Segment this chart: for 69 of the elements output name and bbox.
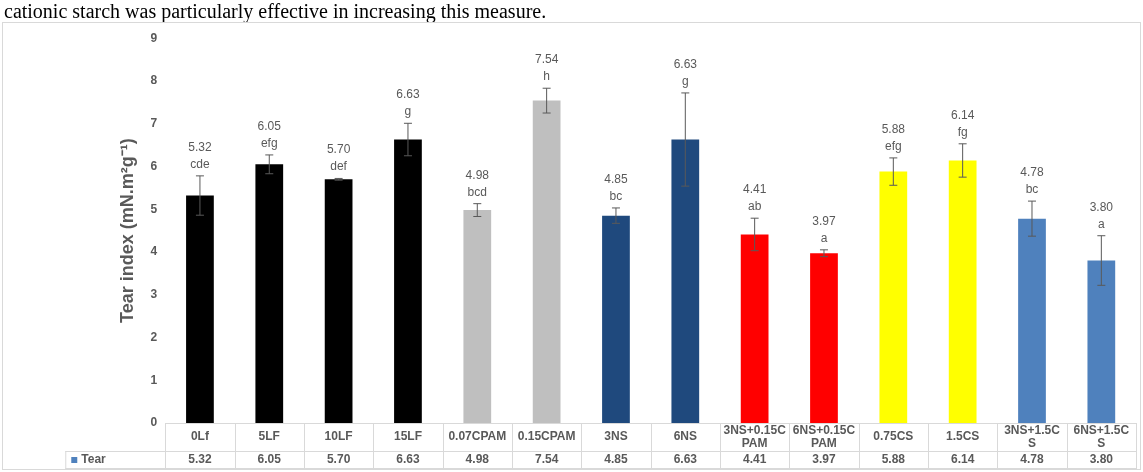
x-tick-label: 0.75CS [873, 429, 914, 444]
x-tick-label: 3NS+0.15CPAM [723, 422, 787, 450]
data-label: 4.41 [742, 452, 767, 467]
x-tick-label: 15LF [393, 429, 422, 444]
y-tick-label: 8 [150, 73, 158, 88]
y-axis-title: Tear index (mN.m²g⁻¹) [116, 138, 137, 323]
text: 6.05 [257, 118, 281, 133]
annotation: efg [260, 135, 278, 150]
y-tick-label: 6 [150, 158, 158, 173]
data-label: 4.98 [465, 452, 490, 467]
annotation: fg [957, 124, 968, 139]
x-tick-label: 10LF [324, 429, 353, 444]
data-label: 6.63 [673, 452, 698, 467]
text: 5.70 [326, 142, 351, 157]
annotation: ab [747, 199, 762, 214]
annotation: bc [609, 188, 623, 203]
text: 6.63 [673, 56, 697, 71]
text: 3.97 [812, 213, 836, 228]
y-tick-label: 7 [150, 116, 158, 131]
x-tick-label: 5LF [258, 429, 280, 444]
data-label: 7.54 [534, 452, 559, 467]
annotation: cde [190, 156, 210, 171]
data-label: 5.70 [326, 452, 351, 467]
x-tick-label: 3NS [604, 429, 628, 444]
x-tick-label: 6NS+0.15CPAM [792, 422, 856, 450]
y-tick-label: 0 [150, 415, 158, 430]
data-label: 4.85 [604, 452, 628, 467]
annotation: g [681, 73, 689, 88]
annotation: g [404, 104, 412, 119]
x-tick-label: 0.07CPAM [448, 429, 507, 444]
y-tick-label: 5 [150, 201, 158, 216]
data-label: 6.05 [257, 452, 282, 467]
text: 6.63 [396, 87, 420, 102]
text: 4.78 [1020, 165, 1044, 180]
x-tick-label: 0Lf [190, 429, 210, 444]
x-tick-label: 1.5CS [945, 429, 980, 444]
y-tick-label: 9 [150, 30, 158, 45]
data-label: 3.80 [1089, 452, 1114, 467]
x-tick-label: 0.15CPAM [517, 429, 576, 444]
x-tick-label: 6NS+1.5CS [1073, 422, 1130, 450]
annotation: a [820, 230, 828, 245]
annotation: efg [884, 138, 902, 153]
data-label: 3.97 [812, 452, 836, 467]
text: 4.41 [742, 182, 767, 197]
data-label: 6.63 [396, 452, 420, 467]
data-label: 5.32 [188, 452, 212, 467]
annotation: def [330, 159, 348, 174]
annotation: a [1097, 216, 1105, 231]
y-tick-label: 4 [150, 244, 158, 259]
annotation: bcd [467, 184, 487, 199]
y-tick-label: 2 [150, 329, 158, 344]
y-tick-label: 1 [150, 372, 158, 387]
text: cationic starch was particularly effective in increasing this measure. [3, 0, 548, 22]
text: 6.14 [950, 107, 975, 122]
text: 4.85 [604, 171, 628, 186]
x-tick-label: 6NS [673, 429, 697, 444]
text: 3.80 [1089, 199, 1114, 214]
text: 5.32 [188, 139, 212, 154]
x-tick-label: 3NS+1.5CS [1004, 422, 1061, 450]
data-label: 4.78 [1020, 452, 1044, 467]
text: 4.98 [465, 167, 489, 182]
data-label: 5.88 [881, 452, 906, 467]
annotation: bc [1025, 182, 1039, 197]
text: 7.54 [534, 52, 559, 67]
annotation: h [543, 69, 550, 84]
text: 5.88 [881, 121, 905, 136]
legend-label: Tear [81, 452, 107, 467]
data-label: 6.14 [950, 452, 975, 467]
y-tick-label: 3 [150, 287, 158, 302]
